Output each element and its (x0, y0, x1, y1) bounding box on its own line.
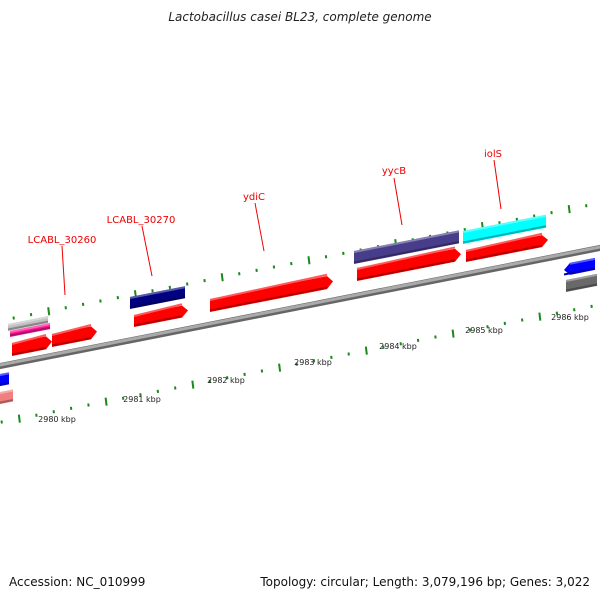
gene-label-group: LCABL_30260 LCABL_30270 ydiC yycB iolS (28, 149, 502, 296)
scale-label: 2985 kbp (465, 326, 503, 335)
feature-cds[interactable] (51, 324, 97, 347)
major-tick (220, 273, 224, 282)
topology-text: Topology: circular; Length: 3,079,196 bp… (260, 575, 590, 589)
feature-iolS[interactable] (462, 214, 547, 244)
scale-labels: 2980 kbp 2981 kbp 2982 kbp 2983 kbp 2984… (38, 313, 589, 424)
feature-navy[interactable] (129, 286, 186, 309)
scale-label: 2984 kbp (379, 342, 417, 351)
feature-blue[interactable] (563, 257, 596, 276)
gene-label: ydiC (243, 192, 265, 203)
scale-label: 2983 kbp (294, 358, 332, 367)
gene-label: iolS (484, 149, 502, 160)
feature-salmon[interactable] (0, 389, 14, 408)
scale-label: 2986 kbp (551, 313, 589, 322)
gene-label: LCABL_30260 (28, 235, 97, 246)
feature-blue[interactable] (0, 372, 10, 390)
scale-label: 2982 kbp (207, 376, 245, 385)
scale-label: 2981 kbp (123, 395, 161, 404)
feature-cds[interactable] (11, 334, 52, 356)
feature-cds-iolS[interactable] (465, 232, 548, 262)
gene-label: LCABL_30270 (107, 215, 176, 226)
major-tick (364, 346, 368, 355)
major-tick (451, 329, 455, 338)
major-tick (17, 414, 21, 423)
major-tick (538, 312, 542, 321)
major-tick (104, 397, 108, 406)
scale-label: 2980 kbp (38, 415, 76, 424)
major-tick (191, 380, 195, 389)
major-tick (307, 256, 311, 265)
major-tick (47, 307, 51, 316)
gene-label: yycB (382, 166, 406, 177)
major-tick (567, 205, 571, 214)
accession-text: Accession: NC_010999 (9, 575, 146, 589)
feature-yycB[interactable] (353, 230, 460, 264)
map-title: Lactobacillus casei BL23, complete genom… (168, 10, 432, 24)
major-tick (278, 363, 282, 372)
feature-darkgray[interactable] (565, 273, 598, 292)
features (0, 214, 598, 408)
feature-cds-ydiC[interactable] (209, 273, 333, 312)
feature-cds-yycB[interactable] (356, 246, 461, 281)
feature-cds[interactable] (133, 303, 188, 327)
feature-gray[interactable] (7, 316, 49, 331)
feature-pink[interactable] (9, 323, 51, 337)
